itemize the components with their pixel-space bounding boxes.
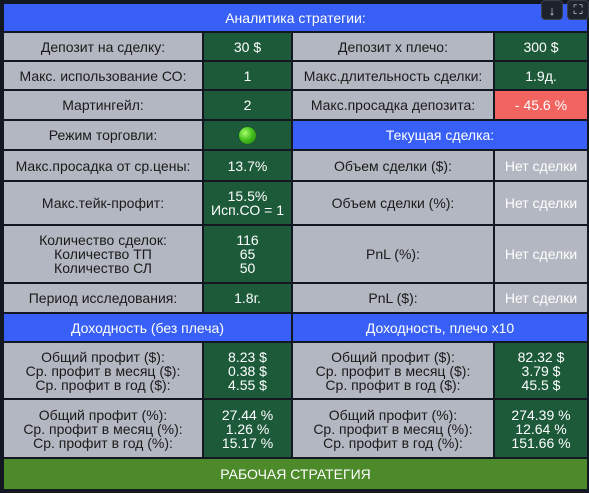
trade-mode-label: Режим торговли: [4,121,202,149]
yearly-profit-pct-value: 15.17 % [221,434,274,451]
monthly-profit-pct-label: Ср. профит в месяц (%): [23,420,183,437]
max-drawdown-avg-value: 13.7% [204,151,291,180]
lev-profit-pct-labels: Общий профит (%): Ср. профит в месяц (%)… [293,400,493,457]
pnl-pct-value: Нет сделки [495,226,587,282]
lev-total-profit-usd-value: 82.32 $ [517,348,565,365]
sl-count-value: 50 [239,260,256,276]
research-period-value: 1.8г. [204,284,291,312]
max-duration-label: Макс.длительность сделки: [293,62,493,89]
lev-monthly-profit-usd-label: Ср. профит в месяц ($): [315,362,471,379]
expand-icon[interactable]: ⛶ [567,0,589,20]
lev-monthly-profit-pct-value: 12.64 % [515,420,567,437]
trade-volume-usd-label: Объем сделки ($): [293,151,493,180]
pnl-usd-label: PnL ($): [293,284,493,312]
lev-monthly-profit-pct-label: Ср. профит в месяц (%): [313,420,473,437]
pnl-pct-label: PnL (%): [293,226,493,282]
lev-yearly-profit-pct-value: 151.66 % [511,434,571,451]
lev-total-profit-usd-label: Общий профит ($): [331,348,455,365]
pnl-usd-value: Нет сделки [495,284,587,312]
status-indicator-icon [239,126,256,144]
lev-total-profit-pct-value: 274.39 % [511,406,571,423]
profit-pct-values: 27.44 % 1.26 % 15.17 % [204,400,291,457]
lev-yearly-profit-usd-value: 45.5 $ [521,376,561,393]
deposit-leverage-value: 300 $ [495,33,587,60]
max-drawdown-avg-label: Макс.просадка от ср.цены: [4,151,202,180]
lev-profit-pct-values: 274.39 % 12.64 % 151.66 % [495,400,587,457]
profit-usd-values: 8.23 $ 0.38 $ 4.55 $ [204,343,291,398]
martingale-label: Мартингейл: [4,91,202,119]
total-profit-usd-label: Общий профит ($): [41,348,165,365]
yearly-profit-usd-label: Ср. профит в год ($): [35,376,171,393]
trade-volume-pct-label: Объем сделки (%): [293,182,493,224]
lev-total-profit-pct-label: Общий профит (%): [328,406,458,423]
deposit-value: 30 $ [204,33,291,60]
total-profit-usd-value: 8.23 $ [228,348,267,365]
lev-profit-usd-labels: Общий профит ($): Ср. профит в месяц ($)… [293,343,493,398]
monthly-profit-pct-value: 1.26 % [225,420,270,437]
deposit-label: Депозит на сделку: [4,33,202,60]
trade-mode-value [204,121,291,149]
current-trade-header: Текущая сделка: [293,121,587,149]
lev-monthly-profit-usd-value: 3.79 $ [521,362,561,379]
max-drawdown-deposit-value: - 45.6 % [495,91,587,119]
tp-count-label: Количество ТП [54,246,152,262]
research-period-label: Период исследования: [4,284,202,312]
tp-count-value: 65 [239,246,256,262]
monthly-profit-usd-value: 0.38 $ [228,362,267,379]
leverage-section-header: Доходность, плечо x10 [293,314,587,341]
martingale-value: 2 [204,91,291,119]
max-take-profit-value: 15.5% Исп.СО = 1 [204,182,291,224]
lev-yearly-profit-pct-label: Ср. профит в год (%): [323,434,463,451]
download-icon[interactable]: ↓ [541,0,563,20]
header-title: Аналитика стратегии: [4,4,587,31]
max-duration-value: 1.9д. [495,62,587,89]
monthly-profit-usd-label: Ср. профит в месяц ($): [25,362,181,379]
strategy-status-banner: РАБОЧАЯ СТРАТЕГИЯ [4,459,587,489]
profit-pct-labels: Общий профит (%): Ср. профит в месяц (%)… [4,400,202,457]
profit-usd-labels: Общий профит ($): Ср. профит в месяц ($)… [4,343,202,398]
lev-yearly-profit-usd-label: Ср. профит в год ($): [325,376,461,393]
trade-volume-pct-value: Нет сделки [495,182,587,224]
max-so-label: Макс. использование СО: [4,62,202,89]
max-drawdown-deposit-label: Макс.просадка депозита: [293,91,493,119]
max-take-profit-so: Исп.СО = 1 [211,202,284,218]
deposit-leverage-label: Депозит x плечо: [293,33,493,60]
yearly-profit-pct-label: Ср. профит в год (%): [33,434,173,451]
yearly-profit-usd-value: 4.55 $ [228,376,267,393]
trade-count-label: Количество сделок: [39,232,167,248]
trade-counts-labels: Количество сделок: Количество ТП Количес… [4,226,202,282]
total-profit-pct-value: 27.44 % [221,406,274,423]
trade-counts-values: 116 65 50 [204,226,291,282]
trade-volume-usd-value: Нет сделки [495,151,587,180]
lev-profit-usd-values: 82.32 $ 3.79 $ 45.5 $ [495,343,587,398]
max-take-profit-label: Макс.тейк-профит: [4,182,202,224]
trade-count-value: 116 [236,232,259,248]
max-so-value: 1 [204,62,291,89]
no-leverage-section-header: Доходность (без плеча) [4,314,291,341]
sl-count-label: Количество СЛ [54,260,152,276]
max-take-profit-percent: 15.5% [227,188,268,204]
total-profit-pct-label: Общий профит (%): [38,406,168,423]
